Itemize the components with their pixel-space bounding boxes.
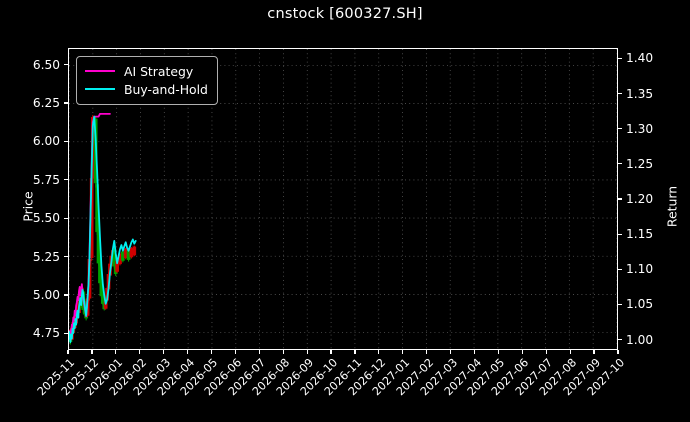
- y-tick-label-left: 5.50: [32, 211, 60, 226]
- legend-swatch-ai-strategy: [85, 69, 115, 73]
- x-tick-mark: [306, 350, 308, 354]
- y-tick-mark-right: [618, 198, 622, 200]
- y-tick-mark-left: [64, 179, 68, 181]
- x-tick-mark: [234, 350, 236, 354]
- data-series-layer: [69, 49, 617, 349]
- x-tick-mark: [354, 350, 356, 354]
- y-tick-label-right: 1.30: [626, 121, 654, 136]
- legend-item-buy-and-hold[interactable]: Buy-and-Hold: [85, 80, 208, 98]
- y-tick-label-right: 1.10: [626, 262, 654, 277]
- y-tick-mark-right: [618, 233, 622, 235]
- legend-label-ai-strategy: AI Strategy: [124, 63, 194, 79]
- y-tick-mark-right: [618, 268, 622, 270]
- y-tick-mark-right: [618, 93, 622, 95]
- y-tick-label-right: 1.15: [626, 227, 654, 242]
- y-tick-label-right: 1.35: [626, 86, 654, 101]
- y-tick-mark-right: [618, 163, 622, 165]
- legend-item-ai-strategy[interactable]: AI Strategy: [85, 62, 208, 80]
- x-tick-mark: [163, 350, 165, 354]
- y-tick-mark-right: [618, 338, 622, 341]
- x-tick-mark: [378, 350, 380, 354]
- y-tick-label-right: 1.40: [626, 51, 654, 66]
- x-tick-mark: [593, 350, 595, 354]
- x-tick-mark: [282, 350, 284, 354]
- x-tick-mark: [115, 350, 117, 354]
- x-tick-mark: [426, 350, 428, 354]
- y-tick-mark-left: [64, 140, 68, 142]
- y-tick-label-left: 6.00: [32, 134, 60, 149]
- x-tick-mark: [450, 350, 452, 354]
- y-tick-label-right: 1.25: [626, 156, 654, 171]
- y-tick-label-left: 6.25: [32, 95, 60, 110]
- x-tick-mark: [330, 350, 332, 354]
- x-tick-mark: [402, 350, 404, 354]
- x-tick-mark: [497, 350, 500, 354]
- y-tick-mark-left: [64, 256, 68, 258]
- x-tick-mark: [617, 350, 619, 354]
- chart-legend[interactable]: AI Strategy Buy-and-Hold: [76, 56, 218, 105]
- y-tick-label-left: 5.00: [32, 288, 60, 303]
- y-tick-mark-left: [64, 294, 68, 296]
- y-tick-label-right: 1.05: [626, 297, 654, 312]
- x-tick-mark: [473, 350, 476, 354]
- y-tick-label-right: 1.00: [626, 332, 654, 347]
- x-tick-mark: [139, 350, 141, 354]
- y-tick-label-left: 5.75: [32, 172, 60, 187]
- y-tick-mark-right: [618, 57, 622, 60]
- y-tick-mark-left: [64, 102, 68, 104]
- legend-label-buy-and-hold: Buy-and-Hold: [124, 81, 208, 97]
- y-tick-label-right: 1.20: [626, 192, 654, 206]
- y-tick-mark-left: [64, 332, 68, 335]
- y-tick-label-left: 4.75: [32, 326, 60, 341]
- x-tick-mark: [258, 350, 260, 354]
- y-tick-mark-left: [64, 217, 68, 219]
- x-tick-mark: [569, 350, 571, 354]
- x-tick-mark: [91, 350, 93, 354]
- y-tick-mark-right: [618, 128, 622, 130]
- x-tick-mark: [521, 350, 523, 354]
- x-tick-mark: [545, 350, 547, 354]
- page-title: cnstock [600327.SH]: [267, 6, 423, 22]
- x-tick-mark: [67, 350, 69, 354]
- y-axis-title-return: Return: [664, 185, 680, 228]
- legend-swatch-buy-and-hold: [85, 87, 115, 91]
- x-tick-mark: [210, 350, 213, 354]
- x-tick-mark: [186, 350, 189, 354]
- y-tick-mark-right: [618, 303, 622, 305]
- y-tick-label-left: 5.25: [32, 249, 60, 264]
- y-tick-label-left: 6.50: [32, 57, 60, 72]
- y-tick-mark-left: [64, 63, 68, 66]
- gridlines: [69, 49, 617, 349]
